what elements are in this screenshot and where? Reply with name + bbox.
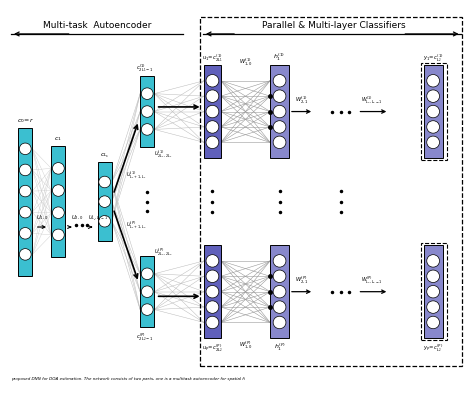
- Circle shape: [206, 136, 219, 149]
- Text: $c_{2L_2-1}^{(P)}$: $c_{2L_2-1}^{(P)}$: [136, 331, 154, 343]
- Text: $U_{2L_2,2L_2}^{(P)}$: $U_{2L_2,2L_2}^{(P)}$: [155, 246, 173, 258]
- Text: $W_{2,1}^{(P)}$: $W_{2,1}^{(P)}$: [294, 275, 308, 285]
- Circle shape: [273, 105, 286, 118]
- Circle shape: [206, 316, 219, 329]
- Circle shape: [427, 74, 439, 87]
- FancyBboxPatch shape: [140, 256, 155, 327]
- Circle shape: [53, 185, 64, 196]
- Circle shape: [427, 121, 439, 133]
- Circle shape: [427, 301, 439, 313]
- Circle shape: [273, 270, 286, 282]
- Text: Parallel & Multi-layer Classifiers: Parallel & Multi-layer Classifiers: [262, 21, 406, 30]
- Text: $U_{2,0}$: $U_{2,0}$: [71, 214, 83, 222]
- Circle shape: [427, 285, 439, 298]
- FancyBboxPatch shape: [18, 128, 32, 275]
- Text: $h_1^{(1)}$: $h_1^{(1)}$: [273, 52, 286, 63]
- Text: $W_{L_2,L_2-1}^{(P)}$: $W_{L_2,L_2-1}^{(P)}$: [361, 274, 383, 286]
- FancyBboxPatch shape: [204, 65, 221, 158]
- Circle shape: [19, 206, 31, 218]
- Text: proposed DNN for DOA estimation. The network consists of two parts, one is a mul: proposed DNN for DOA estimation. The net…: [11, 377, 245, 381]
- FancyBboxPatch shape: [270, 245, 289, 338]
- Circle shape: [206, 105, 219, 118]
- Text: $W_{L_2,L_2-1}^{(1)}$: $W_{L_2,L_2-1}^{(1)}$: [361, 94, 383, 106]
- Text: $y_1\!=\!c_{L_2}^{(1)}$: $y_1\!=\!c_{L_2}^{(1)}$: [423, 52, 443, 64]
- Circle shape: [141, 106, 153, 117]
- Circle shape: [19, 185, 31, 197]
- Circle shape: [273, 136, 286, 149]
- Circle shape: [19, 164, 31, 176]
- FancyBboxPatch shape: [204, 245, 221, 338]
- FancyBboxPatch shape: [270, 65, 289, 158]
- Text: $u_P\!=\!c_{2L_2}^{(P)}$: $u_P\!=\!c_{2L_2}^{(P)}$: [202, 342, 223, 354]
- Text: $W_{1,0}^{(1)}$: $W_{1,0}^{(1)}$: [239, 56, 253, 67]
- Circle shape: [427, 316, 439, 329]
- Circle shape: [141, 304, 153, 315]
- Text: $c_{L_s}$: $c_{L_s}$: [100, 151, 109, 160]
- Circle shape: [141, 286, 153, 297]
- Text: $U_{1,0}$: $U_{1,0}$: [36, 214, 48, 222]
- Text: $u_1\!=\!c_{2L_1}^{(1)}$: $u_1\!=\!c_{2L_1}^{(1)}$: [202, 52, 223, 64]
- Text: $c_0\!=\!r$: $c_0\!=\!r$: [17, 116, 34, 125]
- Circle shape: [273, 90, 286, 102]
- Circle shape: [427, 255, 439, 267]
- Circle shape: [206, 301, 219, 313]
- FancyBboxPatch shape: [140, 76, 155, 147]
- Circle shape: [206, 74, 219, 87]
- Text: $y_P\!=\!c_{L_2}^{(P)}$: $y_P\!=\!c_{L_2}^{(P)}$: [423, 342, 443, 354]
- Circle shape: [19, 143, 31, 154]
- Text: $U_{L_1+1,L_2}^{(P)}$: $U_{L_1+1,L_2}^{(P)}$: [126, 219, 146, 231]
- Text: $W_{2,1}^{(1)}$: $W_{2,1}^{(1)}$: [294, 95, 308, 105]
- Text: $c_{2L_1-1}^{(1)}$: $c_{2L_1-1}^{(1)}$: [136, 62, 154, 74]
- Circle shape: [206, 121, 219, 133]
- Circle shape: [99, 216, 110, 227]
- Circle shape: [427, 90, 439, 102]
- Circle shape: [19, 227, 31, 239]
- FancyBboxPatch shape: [424, 245, 443, 338]
- Circle shape: [206, 270, 219, 282]
- Circle shape: [53, 163, 64, 174]
- Circle shape: [53, 207, 64, 219]
- Text: Multi-task  Autoencoder: Multi-task Autoencoder: [44, 21, 152, 30]
- FancyBboxPatch shape: [51, 146, 65, 257]
- Circle shape: [427, 136, 439, 149]
- FancyBboxPatch shape: [424, 65, 443, 158]
- Text: $U_{2L_1,2L_1}^{(1)}$: $U_{2L_1,2L_1}^{(1)}$: [155, 148, 173, 160]
- Circle shape: [273, 255, 286, 267]
- Circle shape: [99, 176, 110, 188]
- Circle shape: [273, 74, 286, 87]
- Circle shape: [99, 196, 110, 207]
- Circle shape: [206, 90, 219, 102]
- Circle shape: [19, 249, 31, 260]
- Circle shape: [206, 285, 219, 298]
- Circle shape: [427, 270, 439, 282]
- Circle shape: [273, 285, 286, 298]
- Text: $c_1$: $c_1$: [55, 135, 62, 143]
- Text: $W_{1,0}^{(P)}$: $W_{1,0}^{(P)}$: [239, 339, 253, 350]
- Circle shape: [53, 229, 64, 241]
- Text: $U_{L_s,L_s-1}$: $U_{L_s,L_s-1}$: [88, 213, 108, 223]
- Circle shape: [427, 105, 439, 118]
- Circle shape: [273, 316, 286, 329]
- FancyBboxPatch shape: [98, 162, 112, 241]
- Circle shape: [206, 255, 219, 267]
- Text: $h_1^{(P)}$: $h_1^{(P)}$: [273, 342, 285, 353]
- Text: $U_{L_1+1,L_1}^{(1)}$: $U_{L_1+1,L_1}^{(1)}$: [126, 169, 146, 180]
- Circle shape: [141, 124, 153, 135]
- Circle shape: [141, 88, 153, 99]
- Circle shape: [273, 301, 286, 313]
- Circle shape: [273, 121, 286, 133]
- Circle shape: [141, 268, 153, 280]
